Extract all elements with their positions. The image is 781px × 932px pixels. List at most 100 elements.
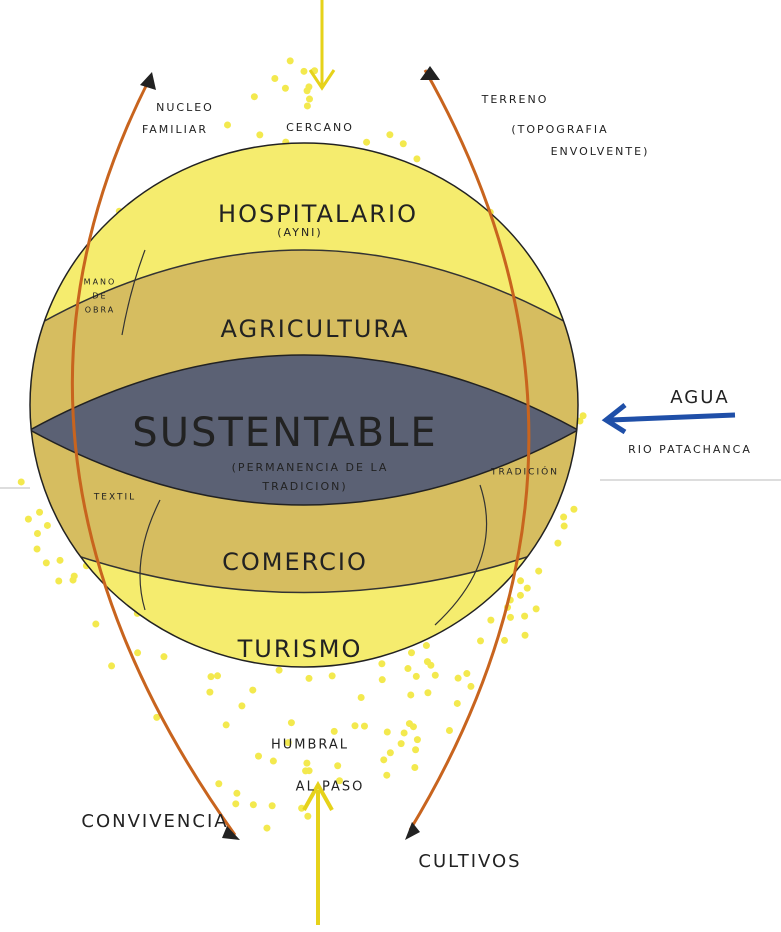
- dot: [384, 728, 391, 735]
- dot: [432, 672, 439, 679]
- label: (PERMANENCIA DE LA: [232, 461, 389, 474]
- label: NUCLEO: [156, 101, 214, 114]
- dot: [92, 621, 99, 628]
- label: OBRA: [85, 306, 116, 315]
- dot: [55, 577, 62, 584]
- dot: [463, 670, 470, 677]
- dot: [214, 672, 221, 679]
- dot: [232, 800, 239, 807]
- dot: [233, 790, 240, 797]
- dot: [34, 545, 41, 552]
- dot: [522, 632, 529, 639]
- dot: [424, 689, 431, 696]
- dot: [361, 723, 368, 730]
- label: AGUA: [670, 387, 729, 408]
- label: TURISMO: [237, 635, 363, 663]
- dot: [251, 93, 258, 100]
- dot: [379, 676, 386, 683]
- dot: [351, 722, 358, 729]
- dot: [467, 683, 474, 690]
- label: AL PASO: [296, 780, 365, 795]
- dot: [306, 96, 313, 103]
- dot: [413, 673, 420, 680]
- dot: [535, 568, 542, 575]
- dot: [287, 57, 294, 64]
- dot: [501, 637, 508, 644]
- label: COMERCIO: [222, 548, 368, 576]
- dot: [44, 522, 51, 529]
- dot: [524, 585, 531, 592]
- dot: [477, 637, 484, 644]
- label: CULTIVOS: [418, 851, 521, 872]
- dot: [276, 667, 283, 674]
- dot: [378, 660, 385, 667]
- dot: [517, 592, 524, 599]
- dot: [561, 523, 568, 530]
- dot: [507, 614, 514, 621]
- dot: [303, 760, 310, 767]
- diagram: NUCLEO FAMILIAR CERCANO TERRENO (TOPOGRA…: [0, 0, 781, 932]
- label: CERCANO: [286, 121, 354, 134]
- label: SUSTENTABLE: [132, 410, 437, 456]
- dot: [206, 689, 213, 696]
- dot: [521, 613, 528, 620]
- top-arrow: [310, 0, 334, 88]
- dot: [224, 121, 231, 128]
- dot: [57, 557, 64, 564]
- dot: [406, 720, 413, 727]
- dot: [401, 729, 408, 736]
- label: TEXTIL: [93, 493, 136, 503]
- bottom-arrow: [304, 785, 332, 925]
- dot: [215, 780, 222, 787]
- label: TRADICIÓN: [490, 466, 559, 478]
- dot: [270, 758, 277, 765]
- dot: [454, 700, 461, 707]
- dot: [560, 514, 567, 521]
- dot: [363, 139, 370, 146]
- dot: [256, 131, 263, 138]
- dot: [160, 653, 167, 660]
- dot: [134, 649, 141, 656]
- label: CONVIVENCIA: [81, 811, 228, 832]
- water-arrow: [606, 405, 735, 432]
- dot: [36, 509, 43, 516]
- dot: [387, 749, 394, 756]
- label: MANO: [84, 278, 117, 287]
- dot: [25, 516, 32, 523]
- dot: [43, 559, 50, 566]
- dot: [383, 772, 390, 779]
- dot: [407, 691, 414, 698]
- dot: [223, 721, 230, 728]
- dot: [386, 131, 393, 138]
- dot: [446, 727, 453, 734]
- label: AGRICULTURA: [220, 315, 409, 343]
- dot: [300, 68, 307, 75]
- dot: [108, 662, 115, 669]
- dot: [263, 825, 270, 832]
- dot: [306, 675, 313, 682]
- label: TRADICION): [261, 480, 347, 493]
- dot: [331, 728, 338, 735]
- page: NUCLEO FAMILIAR CERCANO TERRENO (TOPOGRA…: [0, 0, 781, 932]
- dot: [411, 764, 418, 771]
- dot: [249, 687, 256, 694]
- dot: [404, 665, 411, 672]
- dot: [282, 85, 289, 92]
- dot: [304, 813, 311, 820]
- label: HUMBRAL: [271, 738, 349, 753]
- label: TERRENO: [481, 93, 549, 106]
- dot: [423, 642, 430, 649]
- dot: [398, 740, 405, 747]
- dot: [414, 736, 421, 743]
- dot: [413, 155, 420, 162]
- dot: [34, 530, 41, 537]
- label: FAMILIAR: [142, 123, 208, 136]
- dot: [412, 746, 419, 753]
- label: (TOPOGRAFIA: [511, 123, 608, 136]
- label: HOSPITALARIO: [218, 200, 418, 228]
- dot: [455, 675, 462, 682]
- dot: [380, 756, 387, 763]
- dot: [400, 140, 407, 147]
- dot: [70, 577, 77, 584]
- label: ENVOLVENTE): [551, 145, 650, 158]
